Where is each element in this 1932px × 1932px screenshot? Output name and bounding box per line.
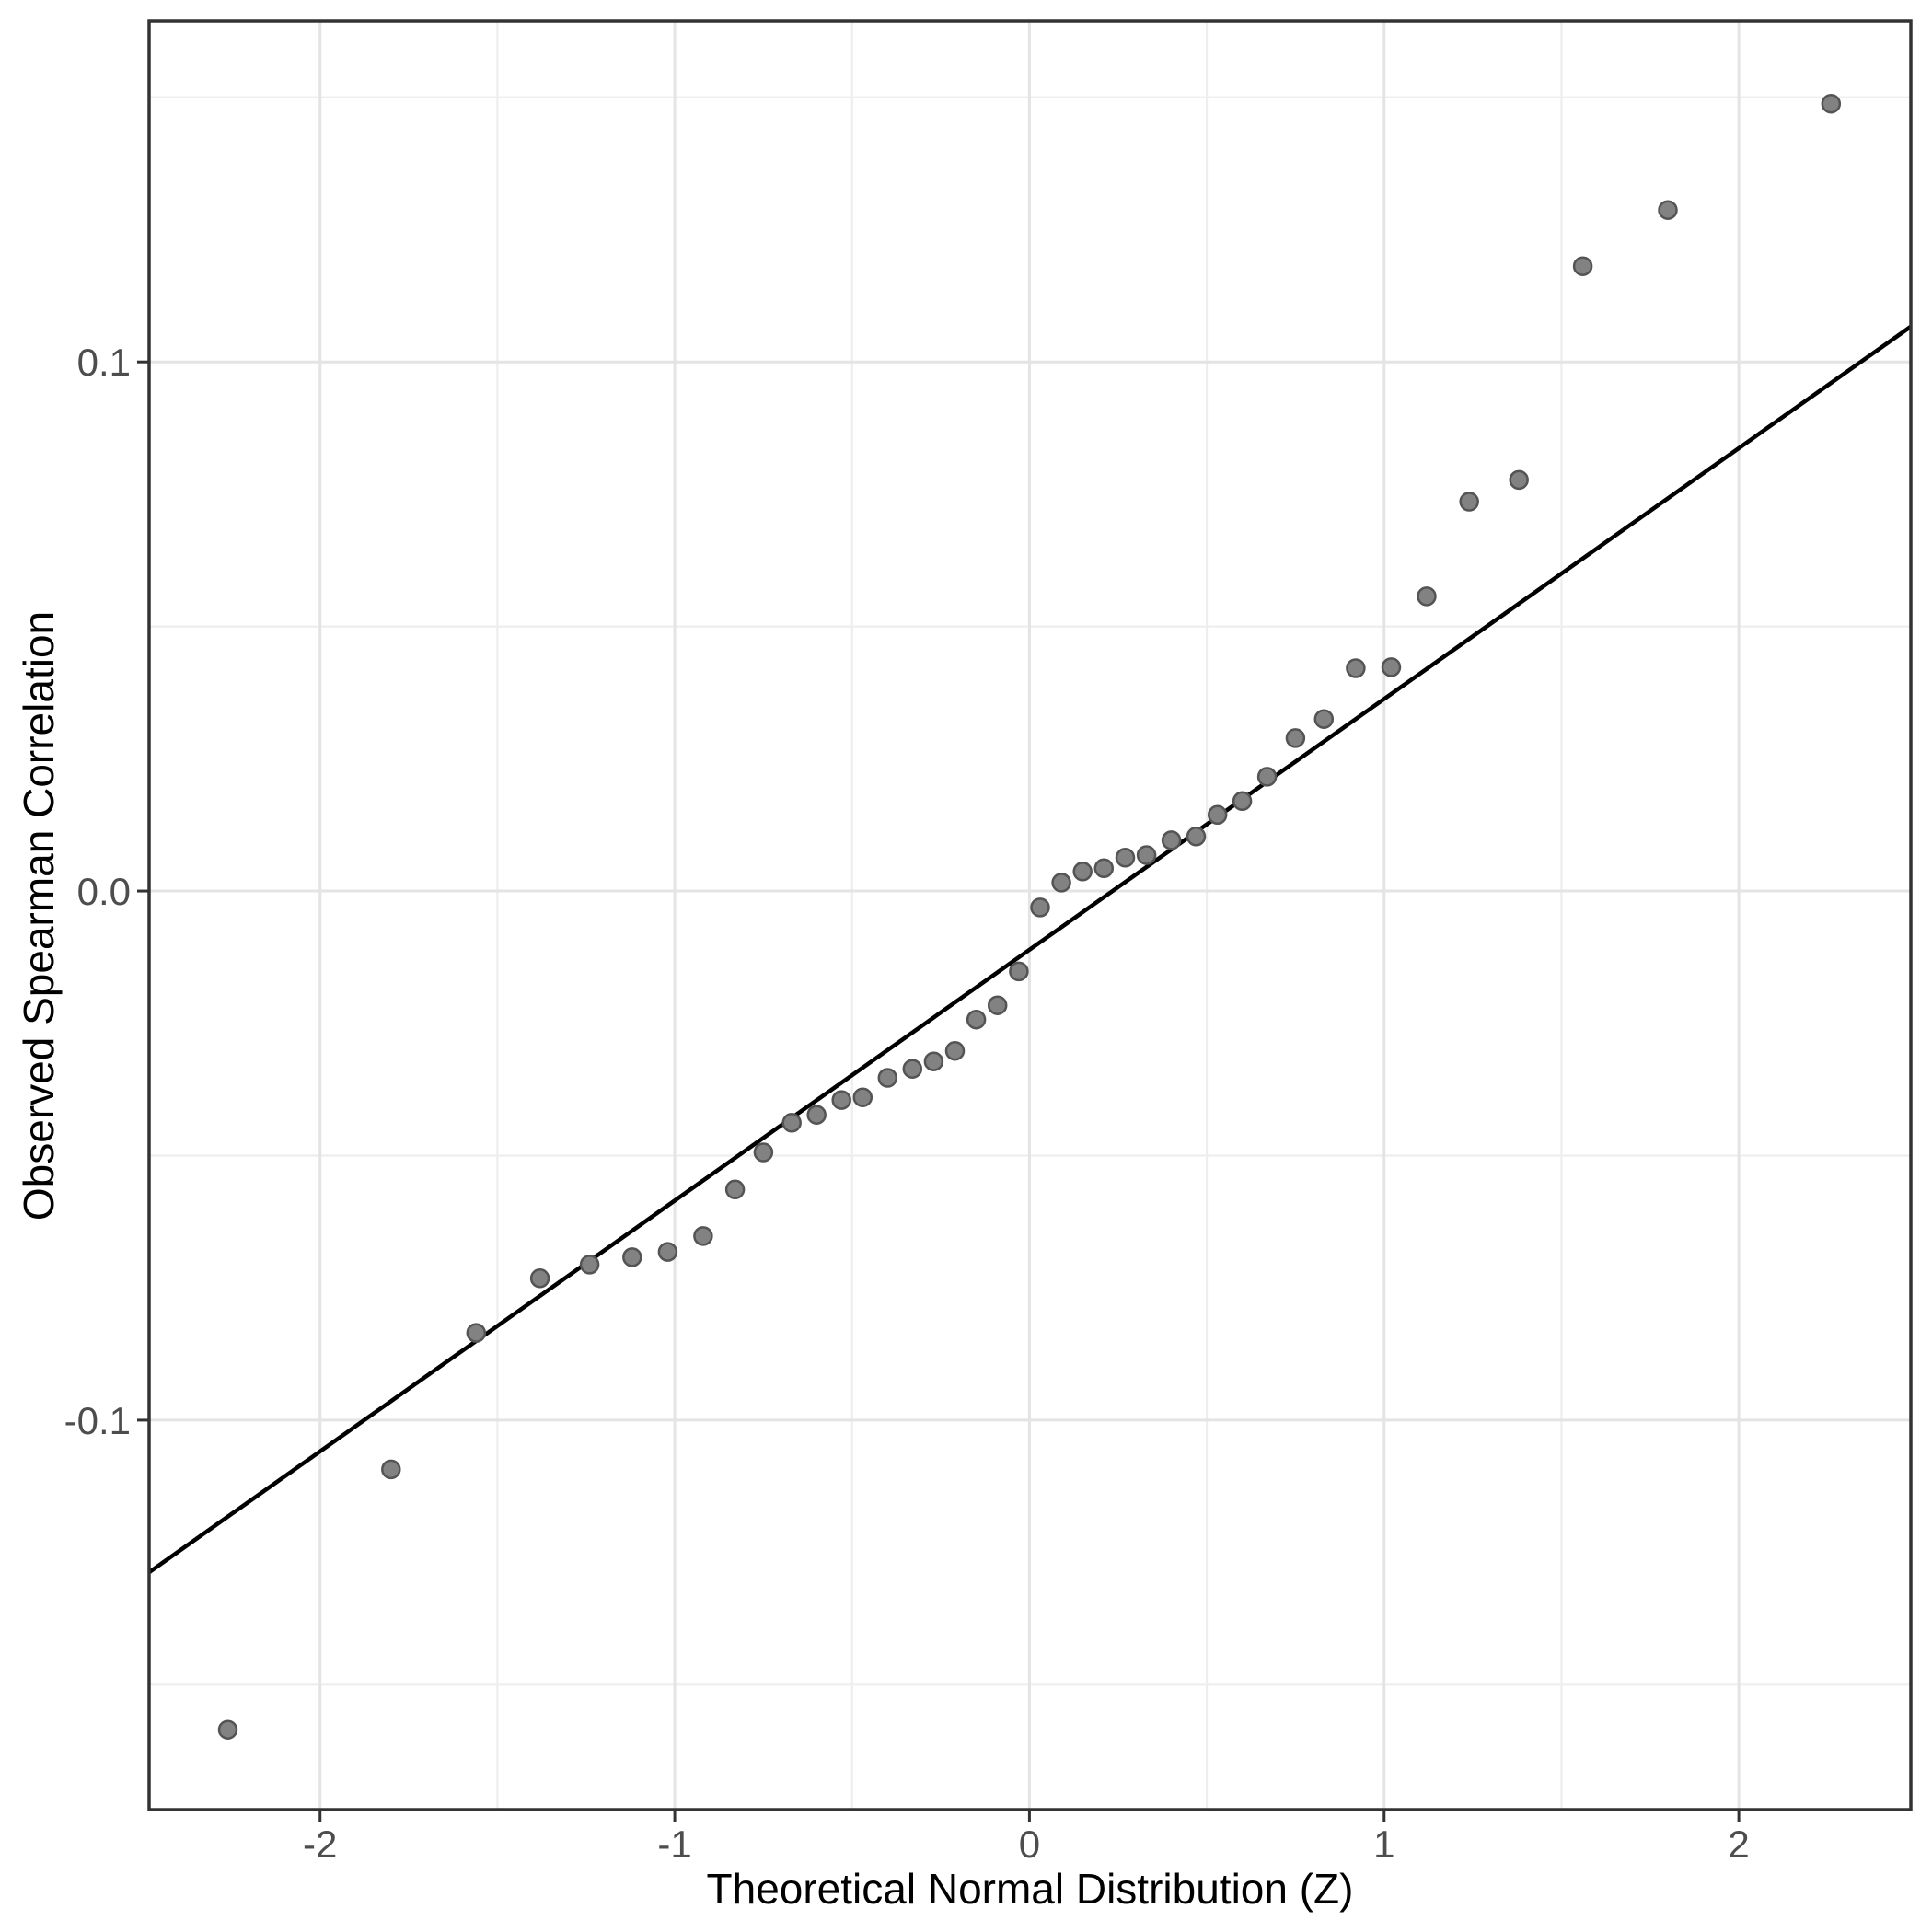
scatter-points <box>217 93 1842 1740</box>
data-point <box>806 1105 827 1125</box>
data-point <box>1161 830 1182 850</box>
data-point <box>831 1090 851 1110</box>
x-tick-label: -1 <box>657 1822 691 1866</box>
major-gridlines <box>149 21 1911 1810</box>
data-point <box>1115 848 1136 868</box>
x-tick-label: 0 <box>1019 1822 1040 1866</box>
data-point <box>1009 961 1029 982</box>
data-point <box>381 1459 401 1480</box>
data-point <box>944 1040 966 1061</box>
data-point <box>1459 492 1479 512</box>
y-tick-label: 0.0 <box>77 870 131 913</box>
data-point <box>753 1142 774 1163</box>
data-point <box>579 1255 600 1275</box>
data-point <box>781 1113 802 1133</box>
data-point <box>1313 709 1335 729</box>
data-point <box>902 1059 923 1079</box>
data-point <box>1417 586 1437 607</box>
data-point <box>1285 728 1306 748</box>
data-point <box>1256 767 1278 787</box>
y-tick-label: -0.1 <box>64 1399 131 1442</box>
data-point <box>529 1268 550 1289</box>
y-axis-title: Observed Spearman Correlation <box>15 611 63 1221</box>
data-point <box>1381 657 1402 677</box>
x-tick-label: 2 <box>1728 1822 1749 1866</box>
data-point <box>622 1247 642 1267</box>
data-point <box>217 1719 238 1740</box>
data-point <box>923 1051 944 1071</box>
data-point <box>987 995 1008 1015</box>
x-tick-label: -2 <box>303 1822 337 1866</box>
data-point <box>724 1179 746 1200</box>
data-point <box>877 1068 898 1088</box>
data-point <box>1072 862 1093 882</box>
qq-reference-line <box>147 324 1913 1574</box>
data-point <box>1051 873 1071 893</box>
axis-tick-marks <box>137 360 1741 1822</box>
data-point <box>1207 804 1228 826</box>
data-point <box>466 1323 487 1343</box>
x-tick-label: 1 <box>1373 1822 1394 1866</box>
data-point <box>1509 469 1529 491</box>
data-point <box>693 1226 713 1246</box>
data-point <box>657 1242 678 1262</box>
data-point <box>1346 658 1366 678</box>
data-point <box>1821 93 1842 114</box>
data-point <box>1658 200 1678 220</box>
data-point <box>1030 897 1050 918</box>
reference-line-group <box>147 324 1913 1574</box>
data-point <box>1572 256 1593 276</box>
data-point <box>1136 845 1157 865</box>
data-point <box>1186 827 1207 847</box>
data-point <box>966 1009 987 1030</box>
data-point <box>1232 791 1253 812</box>
x-axis-title: Theoretical Normal Distribution (Z) <box>707 1865 1354 1913</box>
y-tick-label: 0.1 <box>77 341 131 384</box>
data-point <box>1093 858 1115 879</box>
axis-tick-labels: -2 -1 0 1 2 0.1 0.0 -0.1 <box>64 341 1750 1866</box>
data-point <box>852 1087 873 1107</box>
